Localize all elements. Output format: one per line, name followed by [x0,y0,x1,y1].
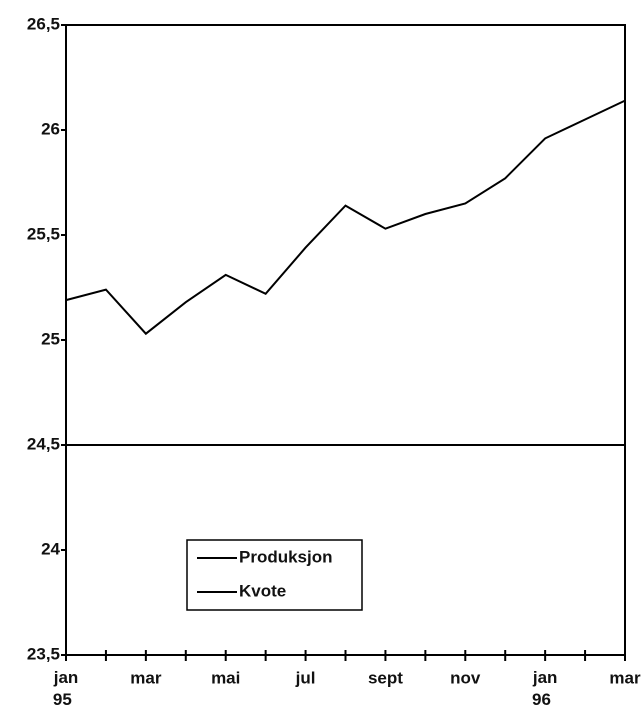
y-tick-label: 24,5 [27,434,60,453]
x-tick-label: mar [609,668,641,687]
x-tick-label: jan 96 [527,668,557,709]
y-tick-label: 25,5 [27,224,60,243]
x-tick-label: mar [130,668,162,687]
legend-box [186,539,363,611]
series-line [65,99,626,336]
y-tick-label: 26 [41,119,60,138]
legend-label: Produksjon [239,547,333,566]
x-tick-label: jul [295,668,316,687]
y-tick-label: 26,5 [27,14,60,33]
y-tick-label: 24 [41,539,60,558]
x-tick-label: nov [450,668,481,687]
x-tick-label: jan 95 [48,668,78,709]
x-tick-label: sept [368,668,403,687]
x-tick-label: mai [211,668,240,687]
legend-label: Kvote [239,581,286,600]
y-tick-label: 23,5 [27,644,60,663]
y-tick-label: 25 [41,329,60,348]
